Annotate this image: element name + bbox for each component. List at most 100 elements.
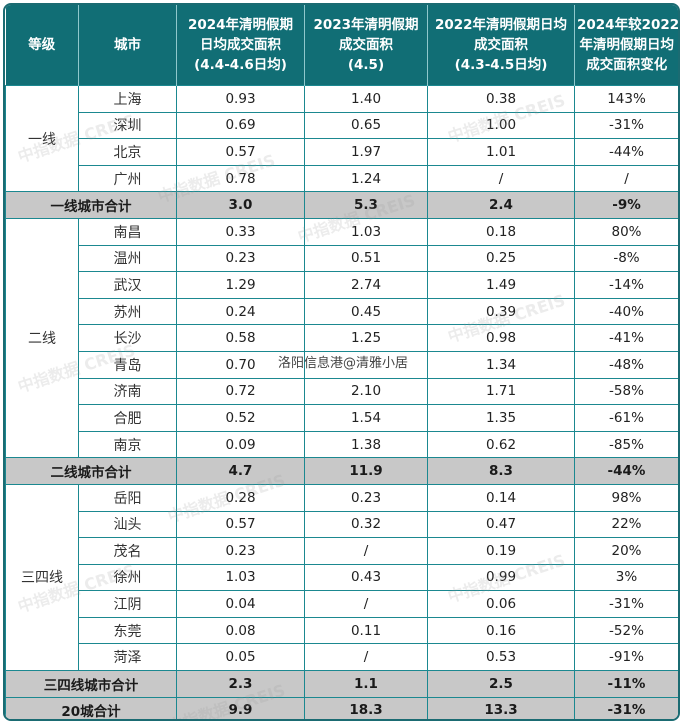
v2022-cell: 1.35 xyxy=(427,404,575,432)
v2022-cell: 0.16 xyxy=(427,616,575,645)
change-cell: / xyxy=(574,164,678,193)
city-cell: 茂名 xyxy=(78,537,177,565)
tier-cell: 一线 xyxy=(5,84,79,193)
city-cell: 汕头 xyxy=(78,510,177,539)
v2024-cell: 0.04 xyxy=(176,590,305,618)
table-row: 温州 0.23 0.51 0.25 -8% xyxy=(6,244,678,273)
v2024-cell: 0.08 xyxy=(176,616,305,645)
header-row: 等级 城市 2024年清明假期 日均成交面积 (4.4-4.6日均) 2023年… xyxy=(5,5,678,86)
city-cell: 北京 xyxy=(78,138,177,166)
city-cell: 上海 xyxy=(78,85,177,113)
v2023-cell xyxy=(304,350,428,379)
city-cell: 江阴 xyxy=(78,590,177,618)
v2023-cell: 2.74 xyxy=(304,271,428,299)
table-body: 一线 上海 0.93 1.40 0.38 143% 深圳 0.69 0.65 1.00 -31% 北京… xyxy=(5,84,678,719)
v2023-cell: / xyxy=(304,590,428,618)
subtotal-v2024: 2.3 xyxy=(176,670,305,698)
tier-cell: 二线 xyxy=(5,217,79,459)
v2022-cell: 1.01 xyxy=(427,138,575,166)
v2023-cell: 0.51 xyxy=(304,244,428,273)
v2022-cell: 0.14 xyxy=(427,483,575,512)
subtotal-change: -9% xyxy=(574,191,678,219)
table-row: 苏州 0.24 0.45 0.39 -40% xyxy=(6,297,678,326)
table-row: 茂名 0.23/0.19 20% xyxy=(6,537,678,565)
v2023-cell: 1.97 xyxy=(304,138,428,166)
table-row: 徐州 1.03 0.43 0.99 3% xyxy=(6,563,678,592)
v2022-cell: 0.47 xyxy=(427,510,575,539)
header-text: 2023年清明假期 xyxy=(313,17,419,33)
v2023-cell: 1.25 xyxy=(304,324,428,352)
subtotal-row: 三四线城市合计 2.3 1.1 2.5 -11% xyxy=(5,670,678,698)
header-text: (4.3-4.5日均) xyxy=(454,57,548,73)
header-text: 等级 xyxy=(28,37,56,53)
change-cell: -31% xyxy=(574,590,678,618)
v2022-cell: 0.18 xyxy=(427,217,575,246)
subtotal-v2024: 3.0 xyxy=(176,191,305,219)
table-row: 二线 南昌 0.33 1.03 0.18 80% xyxy=(5,217,678,459)
v2024-cell: 0.72 xyxy=(176,377,305,406)
city-cell: 徐州 xyxy=(78,563,177,592)
subtotal-label: 三四线城市合计 xyxy=(5,670,177,698)
table-row: 深圳 0.69 0.65 1.00 -31% xyxy=(6,111,678,140)
housing-transaction-table: 等级 城市 2024年清明假期 日均成交面积 (4.4-4.6日均) 2023年… xyxy=(5,5,678,719)
v2022-cell: 0.06 xyxy=(427,590,575,618)
change-cell: -85% xyxy=(574,430,678,459)
table-row: 汕头 0.57 0.32 0.47 22% xyxy=(6,510,678,539)
change-cell: 143% xyxy=(574,85,678,113)
header-text: 2022年清明假期日均 xyxy=(434,17,568,33)
v2023-cell: / xyxy=(304,537,428,565)
header-text: (4.4-4.6日均) xyxy=(194,57,287,73)
v2024-cell: 0.23 xyxy=(176,244,305,273)
v2024-cell: 0.57 xyxy=(176,510,305,539)
table-row: 东莞 0.08 0.11 0.16 -52% xyxy=(6,616,678,645)
change-cell: 22% xyxy=(574,510,678,539)
v2024-cell: 0.09 xyxy=(176,430,305,459)
subtotal-v2022: 8.3 xyxy=(427,457,575,485)
v2024-cell: 0.58 xyxy=(176,324,305,352)
change-cell: 3% xyxy=(574,563,678,592)
header-city: 城市 xyxy=(78,5,177,86)
v2024-cell: 0.70 xyxy=(176,350,305,379)
table-row: 武汉 1.29 2.74 1.49 -14% xyxy=(6,271,678,299)
v2024-cell: 0.05 xyxy=(176,643,305,672)
subtotal-label: 一线城市合计 xyxy=(5,191,177,219)
v2022-cell: 0.25 xyxy=(427,244,575,273)
v2022-cell: 1.49 xyxy=(427,271,575,299)
header-text: 城市 xyxy=(114,37,141,53)
v2022-cell: 0.98 xyxy=(427,324,575,352)
change-cell: -61% xyxy=(574,404,678,432)
v2023-cell: 0.45 xyxy=(304,297,428,326)
total-row: 20城合计 9.9 18.3 13.3 -31% xyxy=(5,696,678,719)
change-cell: -41% xyxy=(574,324,678,352)
change-cell: -52% xyxy=(574,616,678,645)
total-v2022: 13.3 xyxy=(427,696,575,719)
change-cell: -31% xyxy=(574,111,678,140)
change-cell: -58% xyxy=(574,377,678,406)
change-cell: -48% xyxy=(574,350,678,379)
v2024-cell: 0.33 xyxy=(176,217,305,246)
subtotal-v2023: 11.9 xyxy=(304,457,428,485)
v2024-cell: 0.52 xyxy=(176,404,305,432)
city-cell: 济南 xyxy=(78,377,177,406)
v2022-cell: / xyxy=(427,164,575,193)
table-row: 长沙 0.58 1.25 0.98 -41% xyxy=(6,324,678,352)
v2022-cell: 0.19 xyxy=(427,537,575,565)
v2023-cell: 0.65 xyxy=(304,111,428,140)
change-cell: 98% xyxy=(574,483,678,512)
subtotal-v2022: 2.4 xyxy=(427,191,575,219)
change-cell: -44% xyxy=(574,138,678,166)
table-row: 青岛 0.70 1.34 -48% xyxy=(6,350,678,379)
header-text: 2024年清明假期 xyxy=(187,17,294,33)
change-cell: -40% xyxy=(574,297,678,326)
v2023-cell: 0.11 xyxy=(304,616,428,645)
city-cell: 合肥 xyxy=(78,404,177,432)
table-row: 北京 0.57 1.97 1.01 -44% xyxy=(6,138,678,166)
city-cell: 广州 xyxy=(78,164,177,193)
city-cell: 苏州 xyxy=(78,297,177,326)
header-text: 年清明假期日均 xyxy=(579,37,675,53)
v2024-cell: 0.93 xyxy=(176,85,305,113)
subtotal-label: 二线城市合计 xyxy=(5,457,177,485)
change-cell: -91% xyxy=(574,643,678,672)
header-tier: 等级 xyxy=(5,5,79,86)
v2023-cell: 0.43 xyxy=(304,563,428,592)
